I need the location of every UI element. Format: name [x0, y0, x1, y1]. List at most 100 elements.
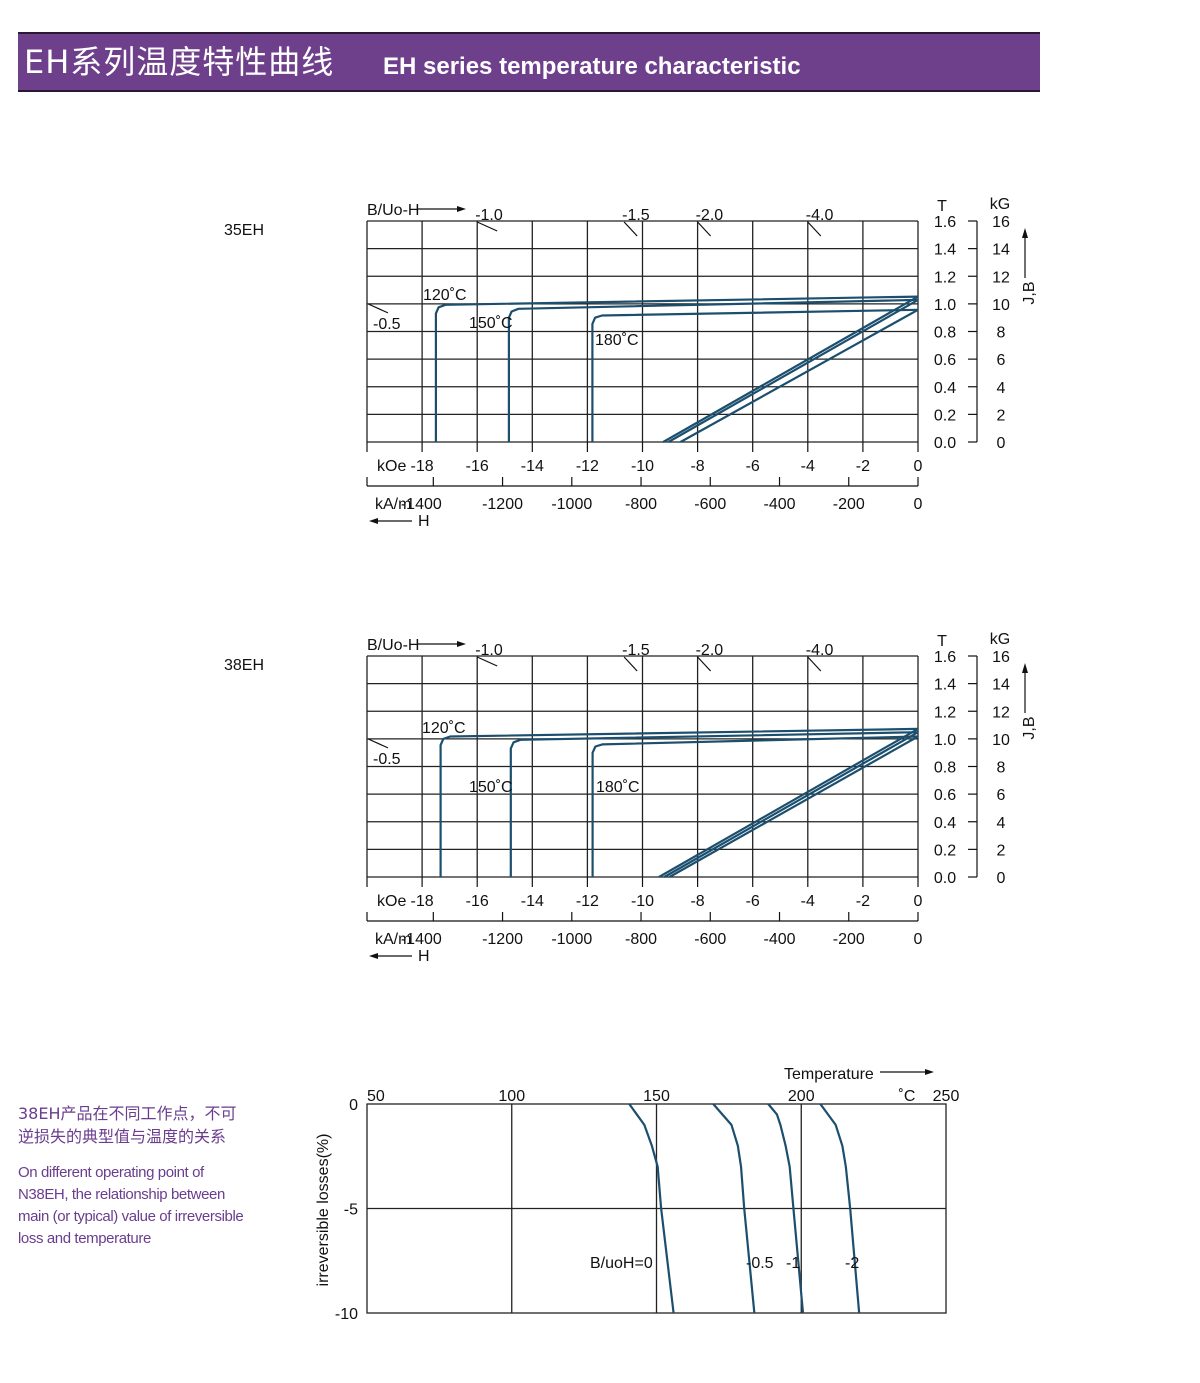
note-cn-line: 38EH产品在不同工作点，不可	[18, 1104, 237, 1123]
x2-tick-label: -1400	[401, 931, 442, 948]
permeance-marker	[623, 656, 638, 672]
x-tick-label: 150	[643, 1088, 670, 1105]
x-axis-unit: kOe	[377, 893, 406, 910]
x2-tick-label: -600	[694, 931, 726, 948]
note-chinese: 38EH产品在不同工作点，不可 逆损失的典型值与温度的关系	[18, 1102, 237, 1148]
y-tick-label-kG: 14	[992, 677, 1010, 694]
unit-kG: kG	[990, 196, 1010, 213]
note-en-line: main (or typical) value of irreversible	[18, 1208, 244, 1225]
curve-label: 150˚C	[469, 315, 513, 332]
curve-label: B/uoH=0	[590, 1255, 653, 1272]
permeance-marker	[623, 221, 638, 237]
curve-label: -2	[845, 1255, 859, 1272]
unit-kG: kG	[990, 631, 1010, 648]
x-tick-label: -6	[746, 458, 760, 475]
y-tick-label-kG: 8	[997, 760, 1006, 777]
permeance-axis-label: B/Uo-H	[367, 637, 419, 654]
unit-T: T	[937, 198, 947, 215]
x-axis-unit: kOe	[377, 458, 406, 475]
y-tick-label-kG: 10	[992, 297, 1010, 314]
y-tick-label-kG: 10	[992, 732, 1010, 749]
x2-tick-label: 0	[914, 931, 923, 948]
loss-curve	[712, 1103, 756, 1314]
arrow-head	[1022, 663, 1028, 673]
unit-T: T	[937, 633, 947, 650]
permeance-label: -0.5	[373, 751, 401, 768]
y-tick-label-kG: 16	[992, 214, 1010, 231]
arrow-head	[457, 641, 466, 647]
curve-label: 120˚C	[422, 720, 466, 737]
grade-label-35eh: 35EH	[224, 222, 265, 239]
b-curve	[667, 298, 919, 443]
j-curve	[509, 731, 919, 877]
y-tick-label-kG: 12	[992, 704, 1010, 721]
curve-label: -0.5	[746, 1255, 774, 1272]
permeance-label: -0.5	[373, 316, 401, 333]
b-curve	[668, 735, 919, 878]
x-tick-label: -18	[411, 458, 434, 475]
note-en-line: loss and temperature	[18, 1230, 151, 1247]
x2-tick-label: -1000	[551, 496, 592, 513]
y-tick-label-kG: 0	[997, 435, 1006, 452]
loss-curve	[767, 1103, 805, 1314]
b-curve	[658, 727, 919, 878]
arrow-head	[369, 518, 378, 524]
x-tick-label: -10	[631, 893, 654, 910]
x-tick-label: -16	[466, 458, 489, 475]
header-band: EH系列温度特性曲线 EH series temperature charact…	[18, 32, 1040, 92]
y-tick-label-T: 0.2	[934, 407, 956, 424]
curve-label: 180˚C	[596, 779, 640, 796]
j-curve	[591, 308, 919, 442]
loss-curve	[628, 1103, 675, 1314]
y-tick-label-T: 1.0	[934, 297, 956, 314]
y-tick-label-kG: 4	[997, 815, 1006, 832]
y-tick-label-kG: 12	[992, 269, 1010, 286]
y-tick-label-T: 1.2	[934, 269, 956, 286]
x-tick-label: -18	[411, 893, 434, 910]
y-tick-label-kG: 16	[992, 649, 1010, 666]
permeance-marker	[367, 738, 389, 749]
j-curve	[439, 727, 919, 877]
grade-label-38eh: 38EH	[224, 657, 265, 674]
x2-tick-label: -400	[764, 931, 796, 948]
permeance-label: -1.0	[475, 207, 503, 224]
x-tick-label: 0	[914, 893, 923, 910]
x-tick-label: -4	[801, 893, 815, 910]
j-curve	[434, 295, 919, 442]
y-tick-label-T: 1.4	[934, 677, 956, 694]
y-title: J,B	[1021, 281, 1038, 304]
bh-chart-38eh: B/Uo-H -0.5 -1.0 -1.5 -2.0 -4.0 120˚C 150˚C 180˚…	[366, 631, 1038, 965]
permeance-marker	[807, 221, 822, 237]
x2-tick-label: -800	[625, 931, 657, 948]
permeance-label: -2.0	[696, 207, 724, 224]
y-tick-label-T: 1.2	[934, 704, 956, 721]
y-tick-label-T: 0.4	[934, 380, 956, 397]
h-label: H	[418, 513, 430, 530]
x2-tick-label: -600	[694, 496, 726, 513]
y-tick-label-T: 1.0	[934, 732, 956, 749]
b-curve	[663, 731, 919, 878]
permeance-marker	[697, 656, 712, 672]
b-curve	[679, 308, 919, 443]
x2-tick-label: -400	[764, 496, 796, 513]
permeance-label: -1.0	[475, 642, 503, 659]
y-tick-label-T: 0.6	[934, 352, 956, 369]
curve-label: -1	[786, 1255, 800, 1272]
arrow-head	[1022, 228, 1028, 238]
x-tick-label: -2	[856, 458, 870, 475]
y-title: J,B	[1021, 716, 1038, 739]
x-tick-label: -12	[576, 893, 599, 910]
x-tick-label: -16	[466, 893, 489, 910]
x-tick-label: -6	[746, 893, 760, 910]
b-curve	[662, 295, 919, 443]
h-label: H	[418, 948, 430, 965]
y-tick-label-kG: 2	[997, 407, 1006, 424]
x-unit: ˚C	[899, 1088, 916, 1105]
y-tick-label-T: 0.6	[934, 787, 956, 804]
x-tick-label: -14	[521, 893, 544, 910]
x2-tick-label: -1200	[482, 931, 523, 948]
y-tick-label-kG: 4	[997, 380, 1006, 397]
permeance-marker	[476, 656, 498, 667]
x-axis-label: Temperature	[784, 1066, 874, 1083]
